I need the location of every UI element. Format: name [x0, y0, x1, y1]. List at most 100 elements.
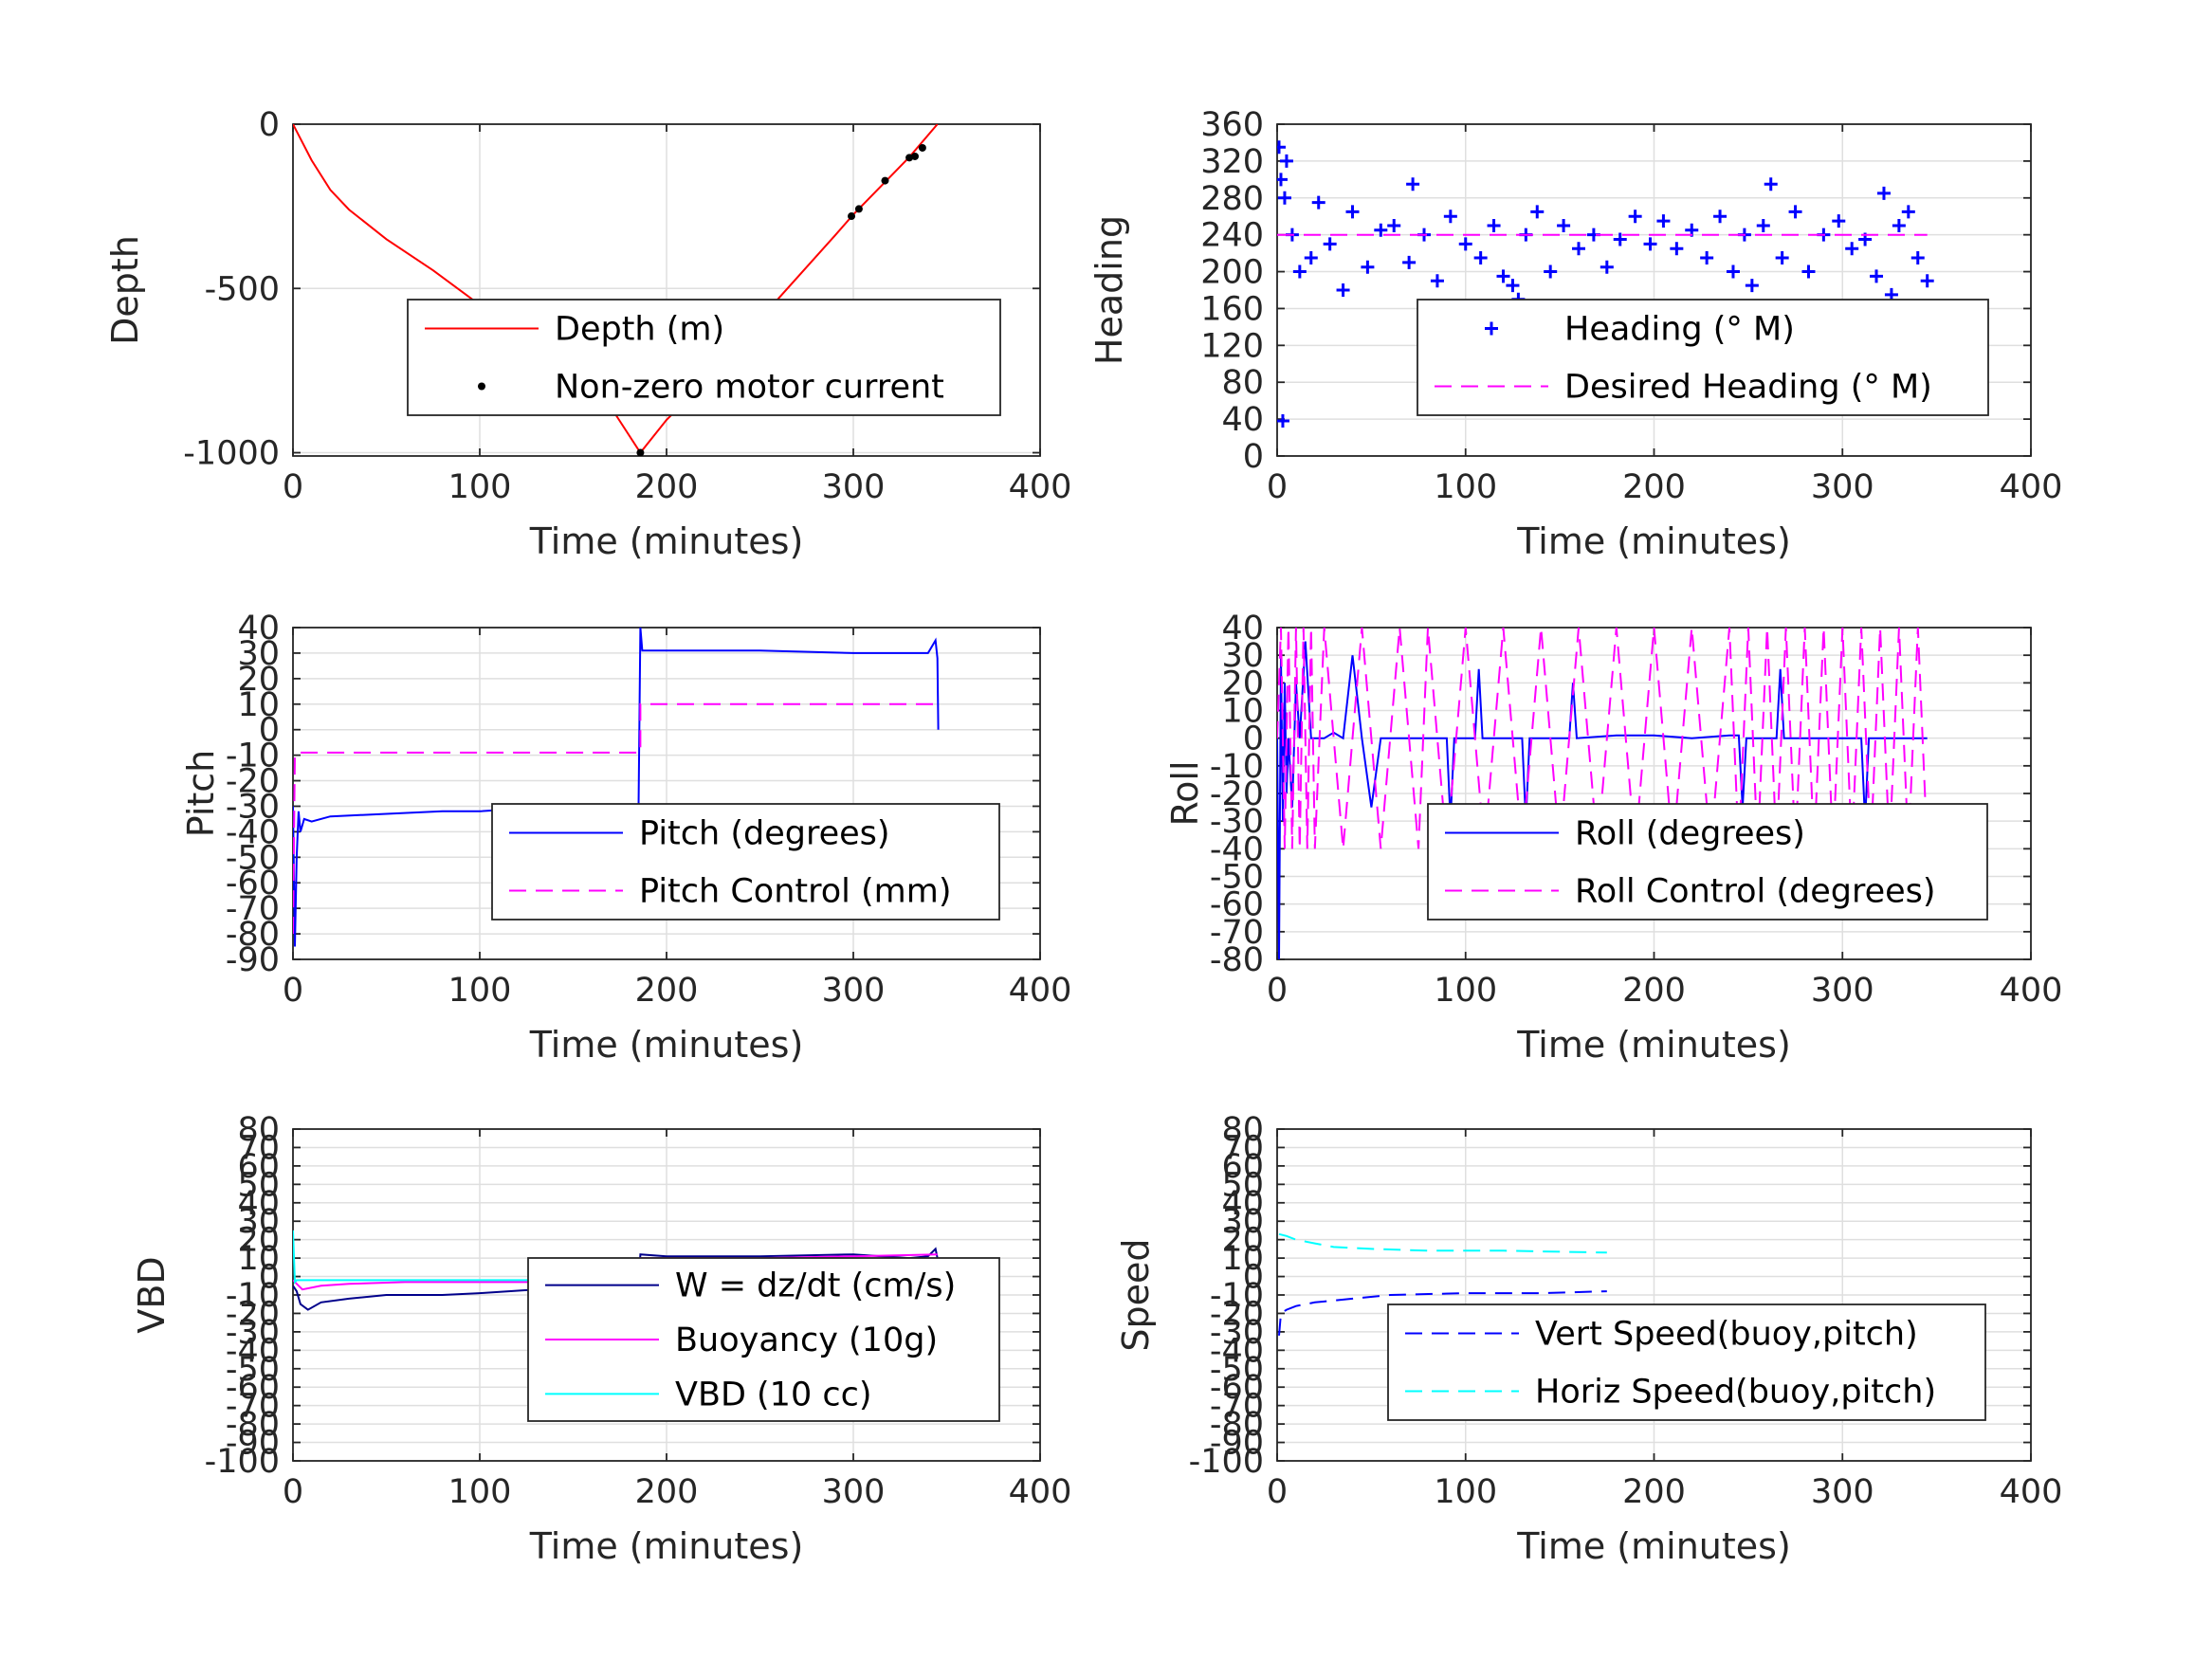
- y-tick-label: -70: [226, 1388, 280, 1426]
- data-point: [1292, 264, 1307, 279]
- axes-pitch: 0 100 200 300 400-90-80-70-60-50-40-30-20-10…: [180, 610, 1071, 1066]
- legend-speed: Vert Speed(buoy,pitch) Horiz Speed(buoy,p…: [1387, 1304, 1986, 1421]
- y-tick-label: -100: [1189, 1443, 1264, 1481]
- y-tick-label: 30: [237, 635, 280, 673]
- data-point: [1374, 223, 1388, 237]
- legend-entry: W = dz/dt (cm/s): [675, 1267, 956, 1305]
- legend-box: [407, 299, 1001, 416]
- legend-entry: Desired Heading (° M): [1564, 369, 1932, 407]
- y-tick-label: 30: [237, 1203, 280, 1241]
- legend-pitch: Pitch (degrees) Pitch Control (mm): [491, 803, 1000, 921]
- y-tick-label: -60: [1210, 1369, 1264, 1407]
- y-tick-label: -50: [1210, 859, 1264, 897]
- axes-roll: 0 100 200 300 400-80-70-60-50-40-30-20-10010…: [1164, 610, 2062, 1066]
- y-tick-label: 120: [1200, 327, 1264, 365]
- y-tick-label: -30: [226, 1314, 280, 1352]
- data-point: [1876, 186, 1891, 200]
- y-tick-label: -80: [1210, 941, 1264, 979]
- data-point: [1643, 237, 1657, 251]
- x-tick-label: 200: [1622, 972, 1686, 1010]
- data-point: [1361, 260, 1375, 274]
- y-tick-label: 70: [1221, 1129, 1264, 1167]
- y-tick-label: -90: [1210, 1425, 1264, 1463]
- y-tick-label: -20: [1210, 775, 1264, 813]
- y-tick-label: -90: [226, 1425, 280, 1463]
- data-point: [1920, 274, 1934, 288]
- data-point: [1726, 264, 1740, 279]
- data-point: [1713, 210, 1728, 224]
- x-tick-label: 200: [635, 1473, 699, 1511]
- data-point: [1628, 210, 1642, 224]
- y-tick-label: 80: [237, 1111, 280, 1149]
- y-tick-label: -70: [1210, 914, 1264, 952]
- x-tick-label: 100: [1434, 1473, 1497, 1511]
- legend-entry: Roll Control (degrees): [1575, 873, 1936, 911]
- data-point: [1700, 250, 1714, 264]
- y-axis-label: Depth: [104, 235, 146, 345]
- y-tick-label: 60: [1221, 1148, 1264, 1186]
- series-pitch-1: [293, 702, 938, 935]
- y-tick-label: 40: [1221, 1185, 1264, 1223]
- y-tick-label: 20: [1221, 1222, 1264, 1260]
- y-tick-label: 50: [1221, 1166, 1264, 1204]
- data-point: [1656, 214, 1671, 228]
- x-tick-label: 100: [1434, 468, 1497, 506]
- series-line: [1277, 641, 1928, 959]
- y-tick-label: -20: [226, 1295, 280, 1333]
- y-tick-label: 10: [1221, 693, 1264, 731]
- x-axis-label: Time (minutes): [529, 1024, 804, 1066]
- y-tick-label: -60: [1210, 886, 1264, 924]
- data-point: [854, 205, 863, 213]
- data-point: [1745, 279, 1759, 293]
- legend-entry: Buoyancy (10g): [675, 1322, 938, 1359]
- y-tick-label: -30: [1210, 1314, 1264, 1352]
- y-tick-label: 80: [1221, 1111, 1264, 1149]
- legend-box: [1427, 803, 1988, 921]
- series-line: [293, 702, 938, 935]
- x-tick-label: 400: [1009, 468, 1072, 506]
- data-point: [1901, 205, 1915, 219]
- y-tick-label: 0: [1243, 438, 1264, 476]
- series-roll-0: [1277, 641, 1928, 959]
- data-point: [1458, 237, 1472, 251]
- axes-heading: 0 100 200 300 40004080120160200240280320360T…: [1088, 106, 2062, 562]
- y-tick-label: -50: [226, 1351, 280, 1389]
- y-tick-label: -60: [226, 1369, 280, 1407]
- legend-entry: Vert Speed(buoy,pitch): [1535, 1316, 1918, 1354]
- x-tick-label: 400: [2000, 1473, 2063, 1511]
- x-tick-label: 300: [1811, 468, 1874, 506]
- data-point: [1775, 250, 1789, 264]
- data-point: [1323, 237, 1337, 251]
- y-tick-label: 240: [1200, 217, 1264, 255]
- series-line: [1278, 1232, 1607, 1254]
- y-axis-label: Roll: [1164, 760, 1206, 826]
- x-tick-label: 100: [1434, 972, 1497, 1010]
- y-tick-label: -80: [1210, 1406, 1264, 1444]
- y-tick-label: 60: [237, 1148, 280, 1186]
- legend-roll: Roll (degrees) Roll Control (degrees): [1427, 803, 1988, 921]
- y-tick-label: 40: [237, 1185, 280, 1223]
- series-depth-1: [636, 143, 926, 456]
- data-point: [1756, 218, 1770, 232]
- y-tick-label: -40: [226, 1332, 280, 1370]
- x-axis-label: Time (minutes): [529, 1525, 804, 1567]
- y-tick-label: 40: [1221, 401, 1264, 439]
- y-tick-label: 320: [1200, 143, 1264, 181]
- x-tick-label: 0: [283, 468, 303, 506]
- y-tick-label: -30: [1210, 803, 1264, 841]
- y-tick-label: 360: [1200, 106, 1264, 144]
- legend-vbd: W = dz/dt (cm/s) Buoyancy (10g) VBD (10 cc…: [527, 1257, 1000, 1422]
- y-tick-label: 40: [237, 610, 280, 647]
- y-tick-label: 40: [1221, 610, 1264, 647]
- y-axis-label: Speed: [1115, 1238, 1157, 1351]
- y-tick-label: -70: [1210, 1388, 1264, 1426]
- legend-entry: Pitch (degrees): [639, 815, 890, 853]
- y-tick-label: 10: [237, 1240, 280, 1278]
- y-tick-label: 50: [237, 1166, 280, 1204]
- data-point: [1304, 250, 1318, 264]
- data-point: [1613, 232, 1627, 246]
- data-point: [1892, 218, 1906, 232]
- x-tick-label: 200: [635, 468, 699, 506]
- legend-entry: Depth (m): [555, 311, 724, 349]
- data-point: [1506, 279, 1520, 293]
